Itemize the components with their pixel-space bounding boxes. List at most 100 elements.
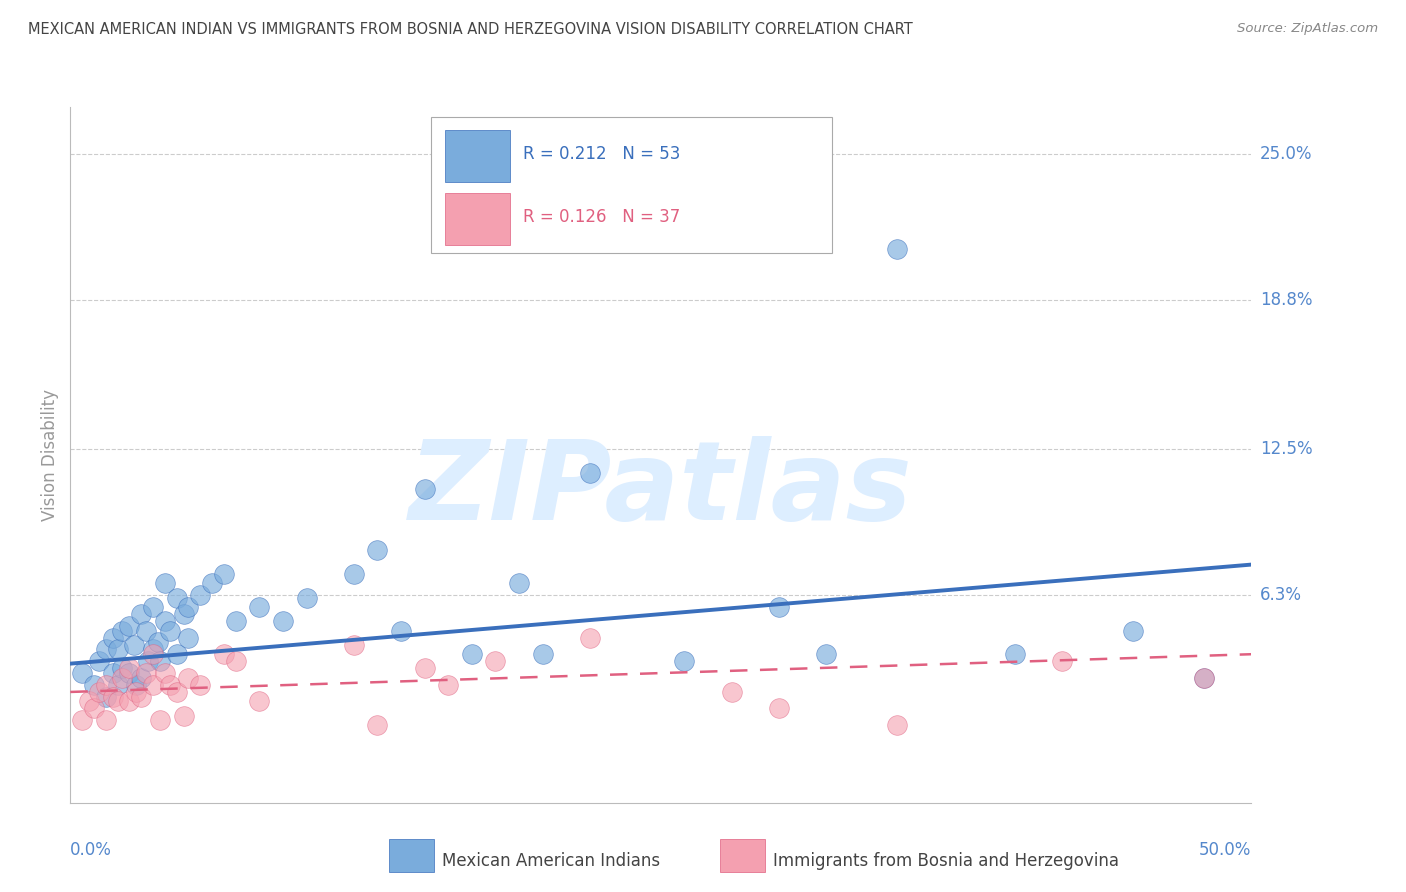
Point <box>149 713 172 727</box>
Point <box>94 690 117 704</box>
Point <box>70 713 93 727</box>
Point <box>159 678 181 692</box>
Text: 18.8%: 18.8% <box>1260 292 1312 310</box>
Text: 12.5%: 12.5% <box>1260 440 1312 458</box>
Point <box>70 666 93 681</box>
Point <box>343 567 366 582</box>
Point <box>1192 671 1215 685</box>
Point <box>720 685 742 699</box>
Point <box>201 576 224 591</box>
Point <box>579 466 602 480</box>
Text: R = 0.212   N = 53: R = 0.212 N = 53 <box>523 145 681 163</box>
Point <box>125 685 148 699</box>
Point <box>673 654 696 668</box>
Point <box>118 661 141 675</box>
Point <box>118 666 141 681</box>
Point <box>768 600 790 615</box>
Point <box>118 694 141 708</box>
FancyBboxPatch shape <box>720 839 765 872</box>
Point <box>142 600 165 615</box>
Point <box>166 647 188 661</box>
Point <box>107 678 129 692</box>
Point <box>129 690 152 704</box>
Point <box>177 631 200 645</box>
Point <box>413 661 436 675</box>
Point <box>413 482 436 496</box>
Point <box>886 718 908 732</box>
Point <box>1052 654 1074 668</box>
Point <box>295 591 318 605</box>
FancyBboxPatch shape <box>444 130 509 182</box>
Text: 25.0%: 25.0% <box>1260 145 1312 163</box>
Point <box>142 678 165 692</box>
Point <box>77 694 100 708</box>
Point <box>225 614 247 628</box>
Point <box>142 647 165 661</box>
Point <box>1192 671 1215 685</box>
Text: Source: ZipAtlas.com: Source: ZipAtlas.com <box>1237 22 1378 36</box>
Point <box>153 576 176 591</box>
Point <box>111 624 134 638</box>
Text: Immigrants from Bosnia and Herzegovina: Immigrants from Bosnia and Herzegovina <box>773 852 1119 870</box>
Point <box>125 678 148 692</box>
Point <box>343 638 366 652</box>
Point <box>173 708 195 723</box>
Point <box>247 694 270 708</box>
Point <box>815 647 838 661</box>
Y-axis label: Vision Disability: Vision Disability <box>41 389 59 521</box>
Point <box>166 591 188 605</box>
Point <box>159 624 181 638</box>
Point <box>1122 624 1144 638</box>
Point <box>118 619 141 633</box>
Point <box>389 624 412 638</box>
Point <box>1004 647 1026 661</box>
Point <box>87 654 110 668</box>
Point <box>107 642 129 657</box>
Point <box>94 713 117 727</box>
Point <box>135 624 157 638</box>
Point <box>122 638 145 652</box>
Point <box>531 647 554 661</box>
Point <box>83 701 105 715</box>
Point <box>87 685 110 699</box>
Text: 0.0%: 0.0% <box>70 841 112 859</box>
Point <box>136 654 159 668</box>
Point <box>166 685 188 699</box>
Point <box>366 543 388 558</box>
Point <box>188 678 211 692</box>
Point <box>212 647 235 661</box>
Point <box>579 631 602 645</box>
Point <box>225 654 247 668</box>
Point <box>437 678 460 692</box>
Point <box>153 614 176 628</box>
Text: R = 0.126   N = 37: R = 0.126 N = 37 <box>523 208 681 226</box>
Point <box>247 600 270 615</box>
Point <box>173 607 195 621</box>
FancyBboxPatch shape <box>430 118 832 253</box>
Point <box>111 671 134 685</box>
Point <box>366 718 388 732</box>
Point <box>271 614 294 628</box>
Text: Mexican American Indians: Mexican American Indians <box>443 852 661 870</box>
Point <box>177 600 200 615</box>
Point <box>94 642 117 657</box>
Point <box>129 671 152 685</box>
Point <box>94 678 117 692</box>
Point <box>129 607 152 621</box>
Point <box>142 642 165 657</box>
Point <box>768 701 790 715</box>
Point <box>177 671 200 685</box>
Point <box>188 588 211 602</box>
Text: MEXICAN AMERICAN INDIAN VS IMMIGRANTS FROM BOSNIA AND HERZEGOVINA VISION DISABIL: MEXICAN AMERICAN INDIAN VS IMMIGRANTS FR… <box>28 22 912 37</box>
Point <box>461 647 484 661</box>
Point <box>153 666 176 681</box>
Point <box>149 654 172 668</box>
FancyBboxPatch shape <box>444 193 509 244</box>
Point <box>111 661 134 675</box>
Point <box>212 567 235 582</box>
Point <box>107 694 129 708</box>
Text: 6.3%: 6.3% <box>1260 586 1302 604</box>
Point <box>508 576 530 591</box>
Text: 50.0%: 50.0% <box>1199 841 1251 859</box>
Point <box>101 690 124 704</box>
